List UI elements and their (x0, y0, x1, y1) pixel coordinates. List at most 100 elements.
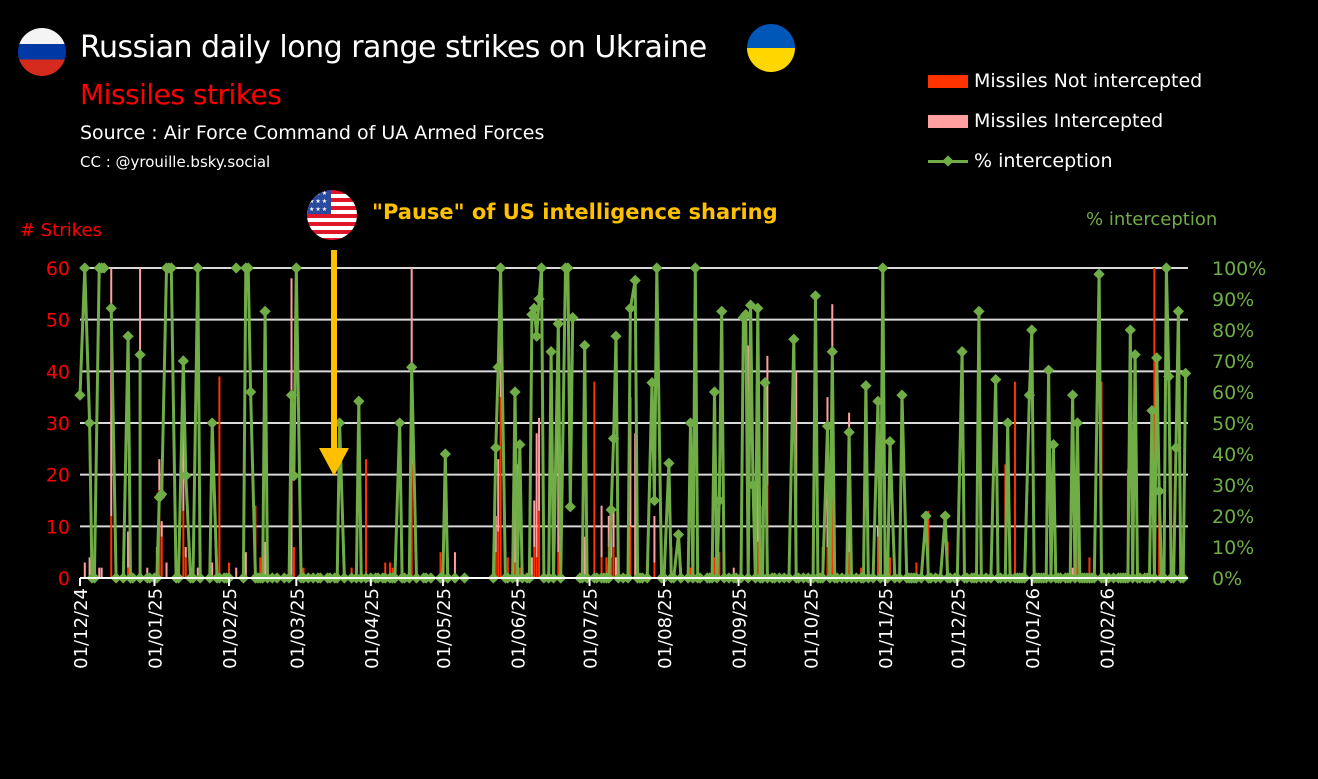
bar-intercepted (98, 567, 101, 578)
legend-swatch-intercepted (928, 114, 968, 128)
x-tick-label: 01/05/25 (434, 588, 455, 669)
y-tick-label: 10 (46, 516, 70, 538)
bar-intercepted (653, 516, 656, 563)
interception-marker (122, 330, 134, 342)
interception-marker (747, 479, 759, 491)
x-tick-label: 01/01/26 (1023, 588, 1044, 669)
bar-not-intercepted (439, 552, 442, 578)
bar-intercepted (497, 459, 500, 532)
bar-intercepted (538, 417, 541, 511)
interception-marker (1172, 305, 1185, 318)
interception-marker (288, 470, 300, 482)
bar-not-intercepted (718, 552, 721, 578)
x-tick-label: 01/07/25 (581, 588, 602, 669)
legend-item-interception-pct: % interception (928, 150, 1113, 172)
interception-marker (177, 355, 190, 367)
interception-marker (552, 318, 564, 330)
interception-marker (394, 417, 406, 429)
interception-marker (1047, 439, 1060, 451)
interception-marker (74, 389, 86, 401)
interception-marker (752, 302, 764, 314)
interception-marker (648, 494, 661, 507)
y2-tick-label: 50% (1212, 413, 1254, 435)
interception-marker (290, 262, 302, 274)
bar-intercepted (127, 531, 130, 568)
interception-marker (684, 417, 697, 429)
bar-intercepted (514, 505, 517, 563)
legend-label: Missiles Not intercepted (974, 70, 1203, 92)
interception-marker (528, 302, 540, 314)
bar-intercepted (607, 516, 610, 547)
interception-marker (259, 305, 271, 318)
bar-not-intercepted (160, 536, 163, 578)
bar-not-intercepted (1013, 381, 1016, 578)
y2-tick-label: 70% (1212, 351, 1254, 373)
x-tick-label: 01/01/25 (146, 588, 167, 669)
x-tick-label: 01/06/25 (508, 588, 529, 669)
y2-tick-label: 30% (1212, 475, 1254, 497)
interception-marker (708, 386, 721, 398)
interception-marker (716, 305, 728, 318)
interception-marker (509, 386, 521, 398)
interception-marker (1160, 262, 1173, 274)
interception-marker (1163, 370, 1175, 383)
bar-not-intercepted (538, 510, 541, 578)
primary-axis-title: # Strikes (20, 220, 102, 241)
bar-intercepted (196, 567, 199, 578)
interception-marker (1023, 389, 1036, 401)
bar-not-intercepted (127, 567, 130, 578)
interception-marker (206, 417, 218, 429)
interception-marker (353, 395, 365, 407)
bar-not-intercepted (384, 562, 387, 578)
interception-marker (809, 290, 822, 302)
bar-intercepted (612, 510, 615, 547)
source-text: Source : Air Force Command of UA Armed F… (80, 122, 545, 144)
bar-not-intercepted (915, 562, 918, 578)
y-tick-label: 20 (46, 465, 70, 487)
bar-not-intercepted (600, 557, 603, 578)
interception-marker (285, 389, 298, 401)
bar-not-intercepted (888, 557, 891, 578)
bar-not-intercepted (292, 547, 295, 578)
x-tick-label: 01/02/26 (1097, 588, 1118, 669)
russia-flag-icon (18, 28, 66, 76)
interception-marker (877, 262, 889, 274)
bar-intercepted (557, 412, 560, 553)
y2-tick-label: 100% (1212, 258, 1266, 280)
bar-not-intercepted (756, 541, 759, 578)
interception-marker (439, 448, 451, 460)
bar-not-intercepted (499, 397, 502, 578)
credit-text: CC : @yrouille.bsky.social (80, 153, 271, 171)
annotation-text: "Pause" of US intelligence sharing (372, 200, 778, 224)
bar-not-intercepted (533, 547, 536, 578)
bar-intercepted (244, 552, 247, 578)
interception-marker (607, 432, 620, 445)
x-tick-label: 01/11/25 (876, 588, 897, 669)
bar-not-intercepted (557, 552, 560, 578)
interception-marker (1042, 364, 1055, 376)
chart-title: Russian daily long range strikes on Ukra… (80, 30, 707, 65)
bar-intercepted (88, 557, 91, 578)
interception-marker (564, 501, 576, 513)
interception-marker (1026, 324, 1038, 336)
interception-marker (535, 262, 548, 274)
interception-marker (492, 361, 504, 373)
interception-marker (1124, 324, 1136, 336)
interception-marker (1151, 352, 1163, 364)
interception-marker (939, 510, 951, 522)
y-tick-label: 50 (46, 310, 70, 332)
chart-subtitle: Missiles strikes (80, 78, 282, 111)
bar-not-intercepted (612, 547, 615, 578)
bar-intercepted (535, 433, 538, 558)
bar-intercepted (211, 562, 214, 578)
bar-not-intercepted (218, 376, 221, 578)
secondary-axis-title: % interception (1086, 209, 1218, 230)
interception-marker (990, 373, 1002, 386)
interception-marker (156, 488, 168, 500)
interception-marker (610, 330, 622, 342)
y2-tick-label: 40% (1212, 444, 1254, 466)
bar-not-intercepted (518, 567, 521, 578)
bar-not-intercepted (514, 562, 517, 578)
interception-marker (689, 262, 701, 274)
interception-marker (165, 262, 177, 274)
